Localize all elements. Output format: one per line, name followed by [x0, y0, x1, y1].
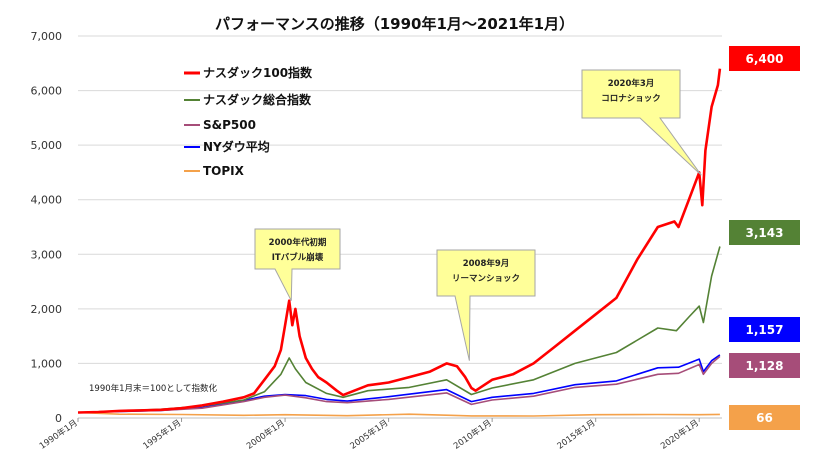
y-axis-ticks: 0 1,000 2,000 3,000 4,000 5,000 6,000 7,000	[31, 30, 63, 425]
callout: 2000年代初期 ITバブル崩壊	[254, 228, 341, 301]
end-label: 3,143	[729, 220, 800, 245]
callout-bubble	[436, 249, 536, 361]
y-tick-label: 6,000	[31, 85, 63, 98]
callout-text: 2008年9月	[463, 258, 510, 269]
callout-text: 2000年代初期	[269, 237, 327, 248]
y-tick-label: 3,000	[31, 248, 63, 261]
end-label: 66	[729, 405, 800, 430]
x-tick-label: 2020年1月	[659, 417, 701, 451]
legend-label: NYダウ平均	[203, 139, 270, 154]
index-note: 1990年1月末＝100として指数化	[89, 383, 218, 394]
callout-text: コロナショック	[601, 93, 661, 104]
series-line-2	[77, 355, 721, 414]
end-label-value: 6,400	[746, 52, 784, 66]
end-label-box	[729, 353, 800, 378]
end-label-box	[729, 317, 800, 342]
x-axis: 1990年1月 1995年1月 2000年1月 2005年1月 2010年1月 2015年…	[37, 417, 701, 451]
end-label-value: 66	[756, 411, 773, 425]
legend-label: TOPIX	[203, 164, 245, 178]
x-tick-label: 2010年1月	[451, 417, 493, 451]
end-label: 6,400	[729, 46, 800, 71]
end-label: 1,128	[729, 353, 800, 378]
end-label-value: 1,128	[746, 359, 784, 373]
gridlines	[78, 35, 722, 419]
end-label-box	[729, 405, 800, 430]
callout-text: リーマンショック	[452, 273, 520, 284]
callout-text: ITバブル崩壊	[272, 252, 324, 263]
end-value-labels: 6,400 3,143 1,157 1,128 66	[729, 46, 800, 430]
y-tick-label: 2,000	[31, 303, 63, 316]
x-tick-label: 2000年1月	[244, 417, 286, 451]
legend-label: ナスダック100指数	[203, 65, 313, 80]
series-line-4	[77, 411, 720, 417]
end-label: 1,157	[729, 317, 800, 342]
x-tick-label: 2005年1月	[348, 417, 390, 451]
series-lines	[77, 68, 722, 417]
end-label-value: 1,157	[746, 323, 784, 337]
y-tick-label: 7,000	[31, 30, 63, 43]
y-tick-label: 1,000	[31, 357, 63, 370]
callout-bubble	[254, 228, 341, 301]
series-line-1	[77, 246, 721, 414]
y-tick-label: 0	[55, 412, 62, 425]
y-tick-label: 4,000	[31, 194, 63, 207]
callout-bubble	[581, 69, 702, 176]
callout-text: 2020年3月	[608, 78, 655, 89]
x-tick-label: 1995年1月	[141, 417, 183, 451]
legend-label: ナスダック総合指数	[203, 92, 312, 107]
end-label-value: 3,143	[746, 226, 784, 240]
end-label-box	[729, 46, 800, 71]
series-line-3	[77, 354, 721, 414]
series-line-0	[77, 68, 722, 414]
x-tick-label: 2015年1月	[555, 417, 597, 451]
legend-label: S&P500	[203, 118, 256, 132]
end-label-box	[729, 220, 800, 245]
chart-title: パフォーマンスの推移（1990年1月～2021年1月）	[215, 15, 574, 33]
y-tick-label: 5,000	[31, 139, 63, 152]
